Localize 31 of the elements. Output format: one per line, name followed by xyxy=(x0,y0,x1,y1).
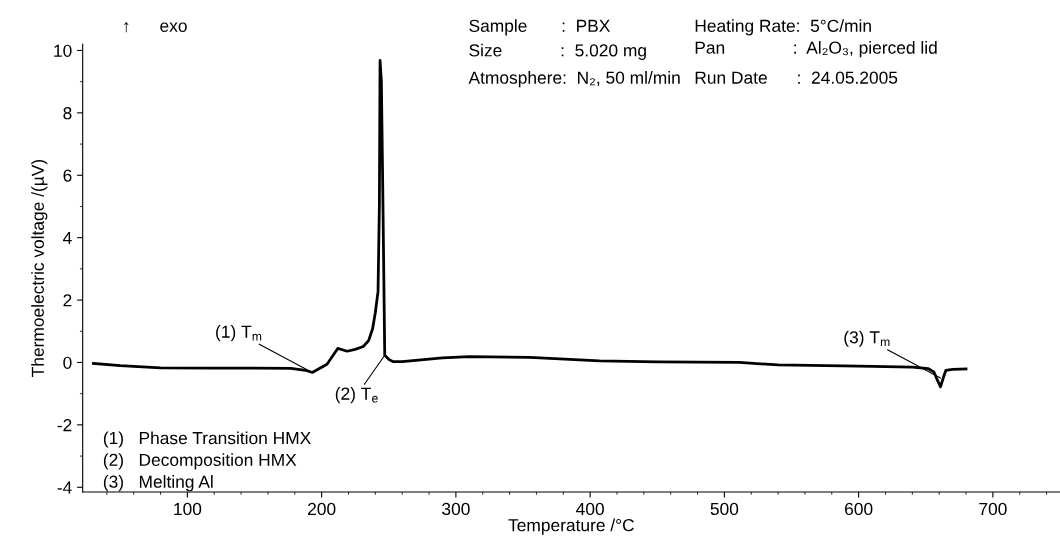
x-tick-label: 700 xyxy=(979,502,1007,516)
x-tick-label: 200 xyxy=(308,502,336,516)
annotation: (3) Melting Al xyxy=(103,475,213,492)
x-tick-label: 500 xyxy=(710,502,739,516)
y-tick-label: 4 xyxy=(63,232,72,244)
annotation: (2) T$_{e}$ xyxy=(335,387,378,404)
text: ↑ exo xyxy=(124,22,187,33)
text: Sample : PBX xyxy=(469,19,610,36)
x-tick-label: 400 xyxy=(576,502,604,516)
y-tick-label: 2 xyxy=(63,294,72,307)
line-series xyxy=(92,59,968,389)
y-tick-label: 6 xyxy=(63,169,72,182)
annotation: (2) Decomposition HMX xyxy=(103,453,297,470)
annotation: Pan : Al₂O₃, pierced lid xyxy=(695,41,937,58)
y-tick-label: -2 xyxy=(57,419,72,432)
annotation: Run Date : 24.05.2005 xyxy=(695,71,898,84)
y-axis-title: Thermoelectric voltage /(µV) xyxy=(31,159,48,377)
y-tick-label: 10 xyxy=(54,44,72,57)
annotation: (1) Phase Transition HMX xyxy=(103,431,311,448)
annotation: (1) T$_{m}$ xyxy=(216,325,262,342)
annotation: Size : 5.020 mg xyxy=(469,43,646,60)
x-axis-title: Temperature /°C xyxy=(508,518,634,535)
x-tick-label: 100 xyxy=(174,502,202,516)
y-tick-label: 0 xyxy=(63,356,72,369)
y-tick-label: 8 xyxy=(63,107,72,120)
x-tick-label: 600 xyxy=(845,502,873,516)
y-tick-label: -4 xyxy=(57,481,72,494)
annotation: Atmosphere: N₂, 50 ml/min xyxy=(468,71,680,88)
text: Heating Rate: 5°C/min xyxy=(695,19,871,36)
x-tick-label: 300 xyxy=(442,502,470,516)
annotation: (3) T$_{m}$ xyxy=(844,330,890,347)
